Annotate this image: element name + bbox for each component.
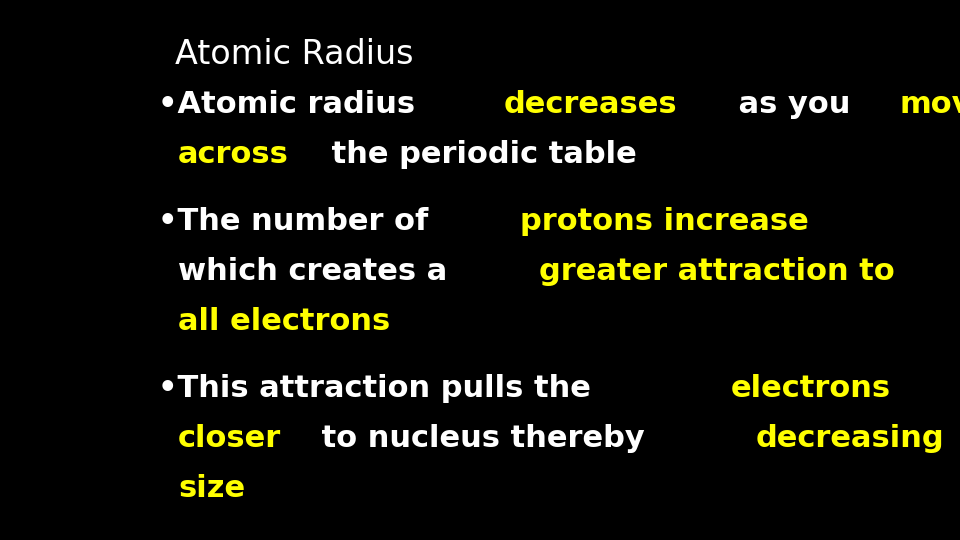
Text: all electrons: all electrons (178, 307, 391, 336)
Text: decreasing: decreasing (756, 424, 945, 453)
Text: size: size (178, 474, 245, 503)
Text: which creates a: which creates a (178, 257, 458, 286)
Text: •The number of: •The number of (158, 207, 439, 236)
Text: •Atomic radius: •Atomic radius (158, 90, 425, 119)
Text: across: across (178, 140, 289, 169)
Text: greater attraction to: greater attraction to (540, 257, 895, 286)
Text: Atomic Radius: Atomic Radius (175, 38, 414, 71)
Text: electrons: electrons (731, 374, 890, 403)
Text: the periodic table: the periodic table (321, 140, 636, 169)
Text: protons increase: protons increase (520, 207, 809, 236)
Text: to nucleus thereby: to nucleus thereby (311, 424, 656, 453)
Text: decreases: decreases (503, 90, 677, 119)
Text: move: move (900, 90, 960, 119)
Text: •This attraction pulls the: •This attraction pulls the (158, 374, 602, 403)
Text: as you: as you (728, 90, 860, 119)
Text: closer: closer (178, 424, 281, 453)
